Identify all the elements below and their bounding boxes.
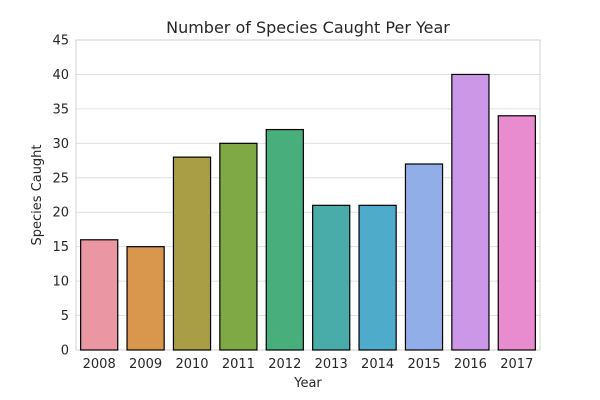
x-tick-label: 2009: [129, 357, 162, 372]
y-tick-label: 35: [52, 102, 69, 117]
y-tick-label: 20: [52, 206, 69, 221]
x-tick-label: 2012: [268, 357, 301, 372]
x-tick-label: 2010: [175, 357, 208, 372]
x-axis-label: Year: [293, 376, 322, 391]
bar-2014: [358, 204, 397, 351]
bar-2010: [172, 156, 212, 351]
y-tick-label: 10: [52, 275, 69, 290]
x-tick-label: 2008: [83, 357, 116, 372]
y-tick-label: 30: [52, 137, 69, 152]
y-axis-label: Species Caught: [30, 144, 45, 245]
x-tick-label: 2011: [222, 357, 255, 372]
x-tick-label: 2013: [315, 357, 348, 372]
y-tick-label: 40: [52, 68, 69, 83]
bar-2013: [312, 204, 351, 351]
y-tick-label: 15: [52, 240, 69, 255]
x-tick-label: 2016: [454, 357, 487, 372]
x-tick-labels: 2008 2009 2010 2011 2012 2013 2014 2015 2016 2017: [83, 357, 534, 372]
bar-2015: [404, 163, 444, 351]
x-tick-label: 2017: [500, 357, 533, 372]
bar-2016: [451, 73, 490, 351]
y-tick-label: 0: [61, 344, 69, 359]
bar-2011: [219, 142, 258, 351]
y-tick-labels: 0 5 10 15 20 25 30 35 40 45: [52, 34, 69, 359]
y-tick-label: 5: [61, 309, 69, 324]
chart-title: Number of Species Caught Per Year: [166, 18, 450, 37]
bar-2008: [80, 239, 119, 351]
y-tick-label: 25: [52, 171, 69, 186]
plot-frame: [75, 39, 541, 351]
x-tick-label: 2014: [361, 357, 394, 372]
bar-2017: [497, 115, 536, 351]
bar-2009: [126, 246, 165, 351]
y-tick-label: 45: [52, 34, 69, 49]
bars: [80, 73, 536, 351]
bar-2012: [265, 128, 304, 351]
x-tick-label: 2015: [407, 357, 440, 372]
